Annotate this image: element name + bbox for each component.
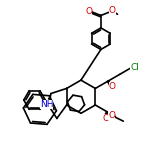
Text: O: O bbox=[109, 82, 116, 91]
Text: Cl: Cl bbox=[130, 63, 139, 72]
Text: NH: NH bbox=[40, 100, 53, 109]
Text: O: O bbox=[108, 111, 115, 120]
Text: O: O bbox=[109, 6, 116, 15]
Text: O: O bbox=[102, 114, 109, 123]
Text: O: O bbox=[85, 7, 92, 16]
